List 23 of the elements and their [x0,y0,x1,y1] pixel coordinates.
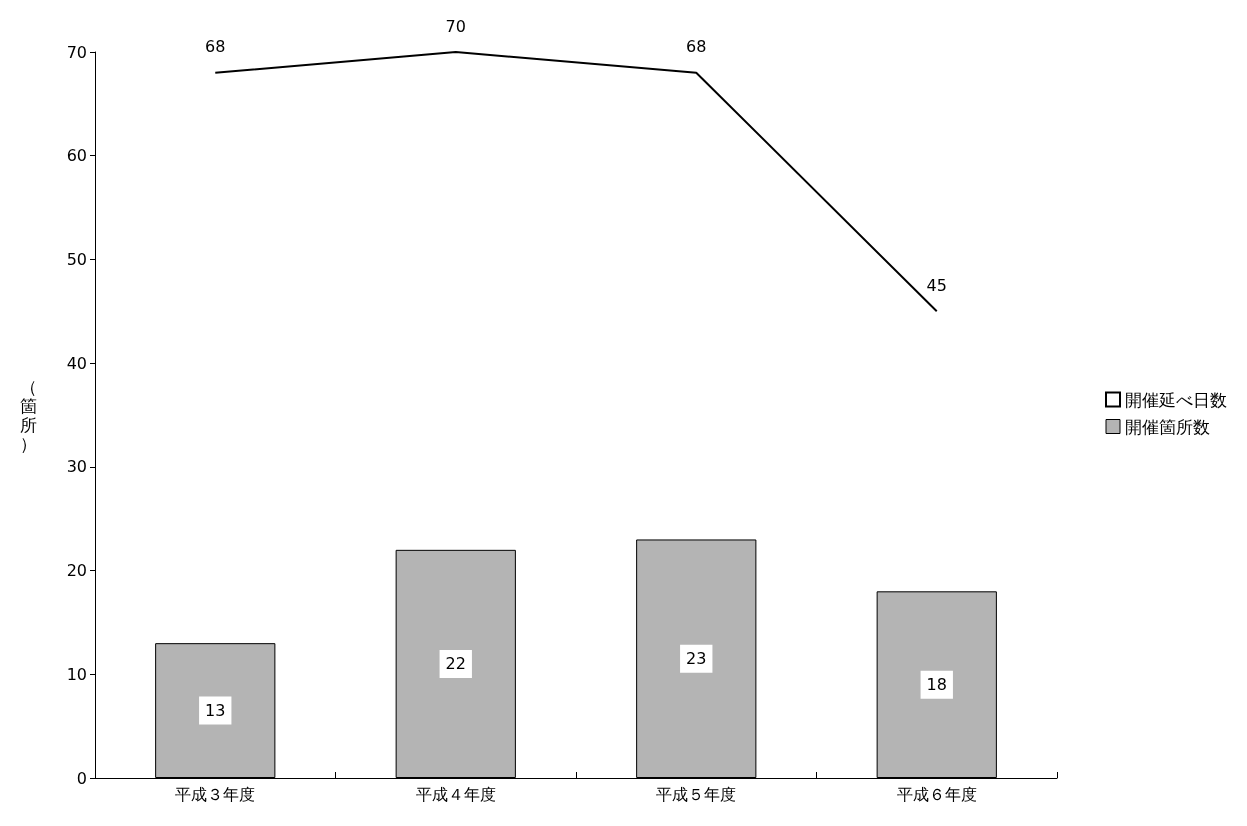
data-label: 13 [205,701,226,721]
y-tick-label: 20 [66,561,87,581]
y-axis-title: （箇所） [20,376,37,454]
x-tick-label: 平成３年度 [175,784,256,804]
y-tick-label: 30 [66,457,87,477]
legend-label: 開催延べ日数 [1125,389,1227,410]
data-label: 22 [445,654,466,674]
y-tick-label: 60 [66,146,87,166]
x-tick-label: 平成６年度 [896,784,977,804]
data-label: 18 [926,675,947,695]
y-tick-label: 0 [76,768,87,788]
data-label: 70 [445,16,466,36]
legend-label: 開催箇所数 [1125,416,1210,437]
data-label: 23 [686,649,707,669]
y-tick-label: 50 [66,249,87,269]
data-label: 45 [926,275,947,295]
x-tick-label: 平成４年度 [415,784,496,804]
data-label: 68 [686,37,707,57]
data-label: 68 [205,37,226,57]
x-tick-label: 平成５年度 [656,784,737,804]
y-tick-label: 10 [66,664,87,684]
y-tick-label: 40 [66,353,87,373]
y-tick-label: 70 [66,42,87,62]
